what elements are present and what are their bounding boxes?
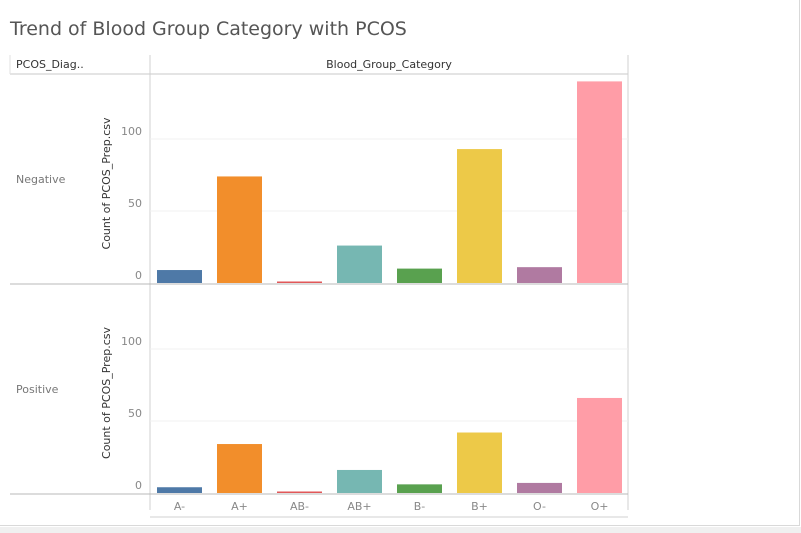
bar-negative-A+ bbox=[217, 176, 262, 283]
bar-positive-B+ bbox=[457, 432, 502, 493]
y-tick-label-positive: 100 bbox=[121, 335, 142, 348]
bar-positive-B- bbox=[397, 484, 442, 493]
bar-positive-AB- bbox=[277, 491, 322, 493]
y-tick-label-positive: 50 bbox=[128, 407, 142, 420]
bar-positive-O+ bbox=[577, 397, 622, 493]
bar-negative-A- bbox=[157, 270, 202, 283]
x-tick-label: O+ bbox=[591, 500, 609, 513]
y-axis-label-negative: Count of PCOS_Prep.csv bbox=[100, 117, 113, 249]
x-tick-label: AB- bbox=[290, 500, 309, 513]
x-tick-label: B+ bbox=[471, 500, 488, 513]
bar-negative-B- bbox=[397, 268, 442, 283]
y-axis-label-positive: Count of PCOS_Prep.csv bbox=[100, 327, 113, 459]
bar-negative-O+ bbox=[577, 81, 622, 284]
x-tick-label: A+ bbox=[231, 500, 248, 513]
bar-negative-AB- bbox=[277, 281, 322, 283]
x-tick-label: O- bbox=[533, 500, 546, 513]
y-tick-label-negative: 50 bbox=[128, 197, 142, 210]
x-tick-label: B- bbox=[414, 500, 426, 513]
row-header: PCOS_Diag.. bbox=[16, 58, 84, 71]
bar-positive-O- bbox=[517, 482, 562, 493]
bar-negative-O- bbox=[517, 267, 562, 283]
row-label-positive: Positive bbox=[16, 383, 59, 396]
column-header: Blood_Group_Category bbox=[326, 58, 452, 71]
x-tick-label: A- bbox=[174, 500, 185, 513]
y-tick-label-negative: 100 bbox=[121, 125, 142, 138]
x-tick-label: AB+ bbox=[347, 500, 371, 513]
chart-title: Trend of Blood Group Category with PCOS bbox=[10, 18, 407, 40]
row-label-negative: Negative bbox=[16, 173, 66, 186]
bar-positive-AB+ bbox=[337, 469, 382, 493]
bar-negative-AB+ bbox=[337, 245, 382, 283]
bar-positive-A+ bbox=[217, 444, 262, 493]
y-tick-label-negative: 0 bbox=[135, 269, 142, 282]
y-tick-label-positive: 0 bbox=[135, 479, 142, 492]
bottom-strip bbox=[0, 527, 801, 533]
bar-negative-B+ bbox=[457, 149, 502, 283]
bar-positive-A- bbox=[157, 487, 202, 493]
